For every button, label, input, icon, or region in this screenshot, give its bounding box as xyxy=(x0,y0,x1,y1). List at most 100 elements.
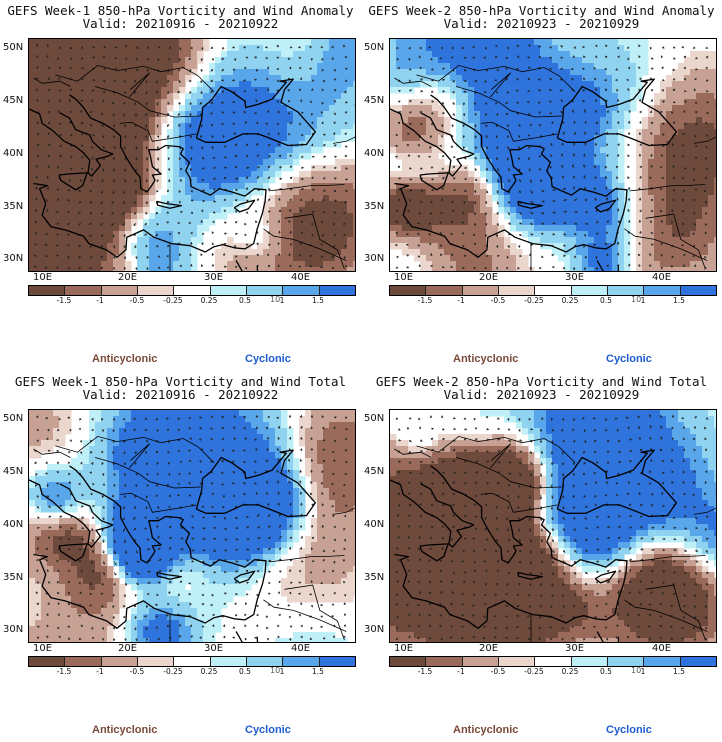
lon-label-20e: 20E xyxy=(479,272,499,283)
panel-title: GEFS Week-2 850-hPa Vorticity and Wind T… xyxy=(375,374,708,389)
lat-label-50n: 50N xyxy=(364,42,385,53)
panel-week2-anomaly: GEFS Week-2 850-hPa Vorticity and Wind A… xyxy=(361,0,722,371)
panel-week2-total: GEFS Week-2 850-hPa Vorticity and Wind T… xyxy=(361,371,722,742)
vorticity-shading xyxy=(390,410,716,642)
lon-label-40e: 40E xyxy=(291,643,311,654)
colorbar-label: 0.25 xyxy=(200,296,218,305)
vorticity-map xyxy=(28,409,356,643)
lat-label-30n: 30N xyxy=(364,624,385,635)
colorbar xyxy=(28,285,356,296)
lat-label-45n: 45N xyxy=(3,466,24,477)
colorbar-unit: 10 xyxy=(270,295,281,304)
lat-label-50n: 50N xyxy=(3,42,24,53)
colorbar-swatch xyxy=(680,657,716,666)
colorbar-swatch xyxy=(137,286,175,295)
lat-label-35n: 35N xyxy=(3,201,24,212)
anticyclonic-label: Anticyclonic xyxy=(453,724,519,736)
panel-valid-dates: Valid: 20210916 - 20210922 xyxy=(82,16,279,31)
colorbar-swatch xyxy=(319,657,355,666)
lat-label-35n: 35N xyxy=(3,572,24,583)
colorbar-swatch xyxy=(426,286,463,295)
colorbar-swatch xyxy=(390,657,427,666)
panel-title: GEFS Week-1 850-hPa Vorticity and Wind T… xyxy=(14,374,347,389)
panel-valid-dates: Valid: 20210916 - 20210922 xyxy=(82,387,279,402)
panel-title: GEFS Week-1 850-hPa Vorticity and Wind A… xyxy=(7,3,354,18)
colorbar-swatch xyxy=(390,286,427,295)
panel-valid-dates: Valid: 20210923 - 20210929 xyxy=(443,387,640,402)
colorbar-label: -1.5 xyxy=(56,296,72,305)
lon-label-30e: 30E xyxy=(204,272,224,283)
panel-week1-anomaly: GEFS Week-1 850-hPa Vorticity and Wind A… xyxy=(0,0,361,371)
lon-label-30e: 30E xyxy=(204,643,224,654)
colorbar-label: -0.25 xyxy=(524,667,544,676)
lon-label-20e: 20E xyxy=(118,272,138,283)
colorbar-swatch xyxy=(246,657,284,666)
colorbar-label: 0.25 xyxy=(200,667,218,676)
lat-label-45n: 45N xyxy=(3,95,24,106)
colorbar-swatch xyxy=(65,657,102,666)
colorbar-swatch xyxy=(65,286,102,295)
lat-label-30n: 30N xyxy=(3,624,24,635)
coastlines xyxy=(390,449,716,642)
lat-label-40n: 40N xyxy=(3,148,24,159)
colorbar-swatch xyxy=(571,657,608,666)
anticyclonic-label: Anticyclonic xyxy=(92,353,158,365)
colorbar-swatch xyxy=(535,657,572,666)
lat-label-40n: 40N xyxy=(364,519,385,530)
lat-label-30n: 30N xyxy=(364,253,385,264)
map-canvas xyxy=(29,39,355,271)
colorbar-label: 0.5 xyxy=(600,296,612,305)
colorbar-label: 1.5 xyxy=(673,296,685,305)
lon-label-40e: 40E xyxy=(652,643,672,654)
colorbar-swatch xyxy=(571,286,608,295)
colorbar-unit: 10 xyxy=(270,666,281,675)
cyclonic-label: Cyclonic xyxy=(245,724,291,736)
lat-label-45n: 45N xyxy=(364,95,385,106)
colorbar-swatch xyxy=(498,286,536,295)
vorticity-shading xyxy=(390,39,716,271)
colorbar xyxy=(28,656,356,667)
country-borders xyxy=(394,64,716,271)
colorbar-swatch xyxy=(137,657,175,666)
vorticity-map xyxy=(389,409,717,643)
country-borders xyxy=(394,435,716,642)
colorbar-label: 1.5 xyxy=(312,296,324,305)
colorbar-label: 1 xyxy=(279,296,285,305)
colorbar-swatch xyxy=(498,657,536,666)
cyclonic-label: Cyclonic xyxy=(245,353,291,365)
colorbar-label: -0.25 xyxy=(163,296,183,305)
colorbar-label: 0.25 xyxy=(561,667,579,676)
lon-label-10e: 10E xyxy=(394,272,414,283)
coastlines xyxy=(29,449,355,642)
colorbar-label: 1.5 xyxy=(312,667,324,676)
lon-label-10e: 10E xyxy=(33,272,53,283)
colorbar-swatch xyxy=(607,657,645,666)
panel-title: GEFS Week-2 850-hPa Vorticity and Wind A… xyxy=(368,3,715,18)
vorticity-map xyxy=(389,38,717,272)
colorbar xyxy=(389,656,717,667)
colorbar-swatch xyxy=(535,286,572,295)
lat-label-35n: 35N xyxy=(364,201,385,212)
colorbar-label: -0.5 xyxy=(490,667,506,676)
colorbar-label: -0.5 xyxy=(490,296,506,305)
colorbar-label: -1 xyxy=(96,667,104,676)
coastlines xyxy=(29,78,355,271)
lon-label-20e: 20E xyxy=(118,643,138,654)
colorbar-label: 1 xyxy=(640,667,646,676)
wind-vectors xyxy=(33,43,349,271)
vorticity-map xyxy=(28,38,356,272)
lat-label-40n: 40N xyxy=(364,148,385,159)
colorbar-swatch xyxy=(101,657,138,666)
colorbar-swatch xyxy=(246,286,284,295)
lat-label-30n: 30N xyxy=(3,253,24,264)
lon-label-40e: 40E xyxy=(291,272,311,283)
lat-label-45n: 45N xyxy=(364,466,385,477)
colorbar-swatch xyxy=(174,286,211,295)
wind-vectors xyxy=(33,414,349,642)
colorbar-swatch xyxy=(210,657,247,666)
colorbar-label: 1 xyxy=(279,667,285,676)
colorbar-label: -0.25 xyxy=(163,667,183,676)
lon-label-10e: 10E xyxy=(33,643,53,654)
wind-vectors xyxy=(394,43,710,271)
lat-label-50n: 50N xyxy=(3,413,24,424)
